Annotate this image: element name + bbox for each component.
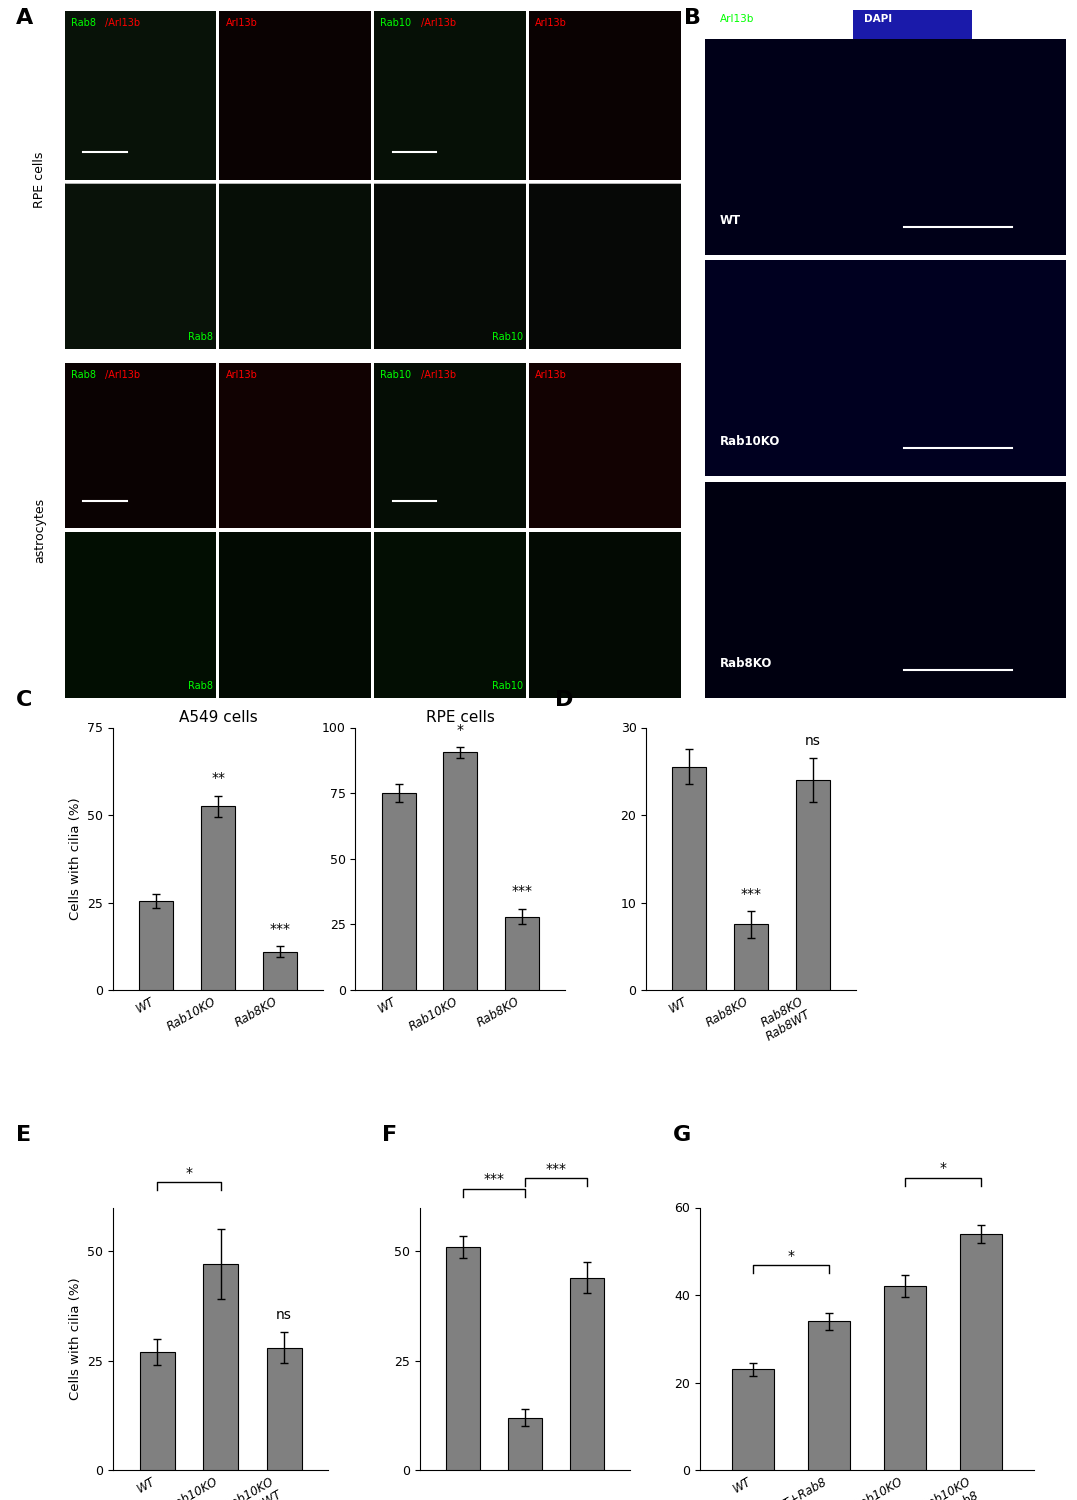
Bar <box>220 363 372 528</box>
Bar <box>381 794 416 990</box>
Text: ns: ns <box>805 734 821 747</box>
Text: Rab8: Rab8 <box>71 370 96 380</box>
Bar <box>65 532 216 698</box>
Text: ***: *** <box>269 921 291 936</box>
Bar <box>570 1278 604 1470</box>
Bar <box>808 1322 850 1470</box>
Text: Arl13b: Arl13b <box>535 18 568 28</box>
Bar <box>732 1370 774 1470</box>
Text: G: G <box>673 1125 691 1144</box>
Text: A: A <box>16 8 33 27</box>
Bar <box>705 260 1066 476</box>
Text: /Arl13b: /Arl13b <box>104 370 140 380</box>
Text: D: D <box>555 690 573 709</box>
Bar <box>139 900 173 990</box>
Text: *: * <box>185 1166 193 1179</box>
Text: Rab8: Rab8 <box>71 18 96 28</box>
Text: Rab8: Rab8 <box>188 681 213 690</box>
Text: ***: *** <box>741 886 761 900</box>
Text: /Arl13b: /Arl13b <box>421 370 456 380</box>
Bar <box>672 766 707 990</box>
Text: ***: *** <box>484 1172 505 1186</box>
Bar <box>267 1347 302 1470</box>
Bar <box>735 924 768 990</box>
Text: ***: *** <box>545 1161 567 1176</box>
Bar <box>508 1418 542 1470</box>
Text: Rab10: Rab10 <box>380 370 411 380</box>
Text: Arl13b: Arl13b <box>535 370 568 380</box>
Title: RPE cells: RPE cells <box>426 710 494 724</box>
Bar <box>960 1233 1002 1470</box>
Text: Arl13b: Arl13b <box>719 15 754 24</box>
Bar <box>884 1287 926 1470</box>
Bar <box>375 10 526 180</box>
Bar <box>529 532 681 698</box>
Text: E: E <box>16 1125 31 1144</box>
Bar <box>529 183 681 350</box>
Bar <box>220 10 372 180</box>
Bar <box>853 9 973 39</box>
Text: Rab10: Rab10 <box>492 681 522 690</box>
Title: A549 cells: A549 cells <box>179 710 257 724</box>
Text: B: B <box>684 8 701 27</box>
Text: Arl13b: Arl13b <box>226 370 257 380</box>
Text: **: ** <box>211 771 225 786</box>
Text: ns: ns <box>276 1308 292 1322</box>
Bar <box>796 780 830 990</box>
Text: Rab8KO: Rab8KO <box>719 657 772 670</box>
Bar <box>201 807 235 990</box>
Text: astrocytes: astrocytes <box>33 498 46 562</box>
Text: Rab10KO: Rab10KO <box>719 435 780 448</box>
Text: Arl13b: Arl13b <box>226 18 257 28</box>
Text: *: * <box>457 723 464 736</box>
Text: *: * <box>939 1161 947 1174</box>
Text: F: F <box>382 1125 397 1144</box>
Text: Rab10: Rab10 <box>492 332 522 342</box>
Text: /Arl13b: /Arl13b <box>104 18 140 28</box>
Text: DAPI: DAPI <box>864 15 893 24</box>
Bar <box>446 1246 480 1470</box>
Bar <box>444 753 477 990</box>
Text: ***: *** <box>512 884 533 898</box>
Bar <box>705 482 1066 698</box>
Bar <box>140 1352 174 1470</box>
Bar <box>375 532 526 698</box>
Bar <box>65 363 216 528</box>
Bar <box>263 951 297 990</box>
Bar <box>529 10 681 180</box>
Bar <box>529 363 681 528</box>
Text: WT: WT <box>719 214 741 226</box>
Text: C: C <box>16 690 32 709</box>
Text: *: * <box>787 1248 795 1263</box>
Bar <box>375 183 526 350</box>
Text: Rab10: Rab10 <box>380 18 411 28</box>
Text: Rab8: Rab8 <box>188 332 213 342</box>
Bar <box>65 183 216 350</box>
Text: RPE cells: RPE cells <box>33 152 46 208</box>
Y-axis label: Cells with cilia (%): Cells with cilia (%) <box>69 1278 82 1400</box>
Bar <box>375 363 526 528</box>
Bar <box>65 10 216 180</box>
Text: /Arl13b: /Arl13b <box>421 18 456 28</box>
Bar <box>220 532 372 698</box>
Y-axis label: Cells with cilia (%): Cells with cilia (%) <box>69 798 82 920</box>
Bar <box>204 1264 238 1470</box>
Bar <box>220 183 372 350</box>
Bar <box>705 39 1066 255</box>
Bar <box>505 916 540 990</box>
